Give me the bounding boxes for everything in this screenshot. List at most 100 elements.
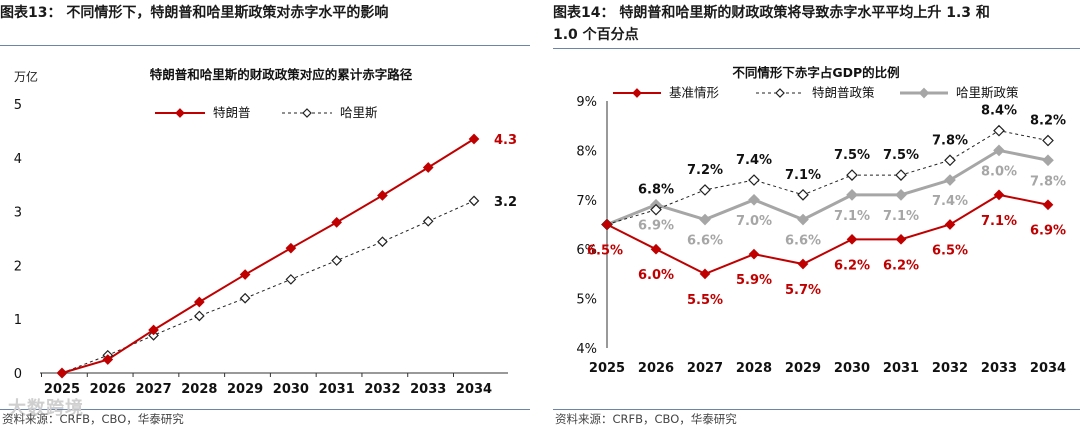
data-point-harris: [148, 329, 159, 341]
legend-trump-marker: [775, 88, 785, 98]
data-point-harris: [1042, 154, 1054, 167]
data-label-harris: 6.6%: [687, 234, 723, 249]
data-label-baseline: 6.2%: [834, 258, 870, 273]
data-point-trump: [56, 367, 68, 379]
y-tick-label: 5: [14, 98, 22, 113]
data-point-harris: [422, 215, 434, 227]
x-tick-label: 2028: [181, 382, 217, 397]
x-tick-label: 2031: [883, 361, 919, 376]
right-source-note: 资料来源：CRFB，CBO，华泰研究: [555, 412, 737, 426]
legend-harris-label: 哈里斯政策: [956, 85, 1019, 100]
y-tick-label: 1: [14, 313, 22, 328]
data-label-trump: 7.2%: [687, 163, 723, 178]
chart-title: 不同情形下赤字占GDP的比例: [732, 65, 899, 80]
data-point-trump: [102, 354, 114, 365]
data-point-harris: [846, 189, 858, 201]
data-label-trump: 7.5%: [834, 148, 870, 163]
data-label-trump: 7.4%: [736, 153, 772, 168]
data-point-trump: [239, 269, 251, 280]
data-point-trump: [895, 169, 907, 181]
y-tick-label: 5%: [576, 293, 597, 308]
x-tick-label: 2033: [981, 361, 1017, 376]
data-point-harris: [944, 174, 956, 186]
data-label-baseline: 6.9%: [1030, 224, 1066, 239]
legend-trump-label: 特朗普: [213, 105, 251, 120]
data-point-trump: [650, 203, 662, 216]
data-point-trump: [993, 124, 1005, 137]
data-point-baseline: [797, 258, 809, 270]
data-label-baseline: 6.5%: [932, 244, 968, 259]
data-point-harris: [895, 189, 907, 201]
data-point-baseline: [1042, 199, 1054, 211]
right-header-rule: [553, 48, 1080, 49]
right-figure-panel: 图表14： 特朗普和哈里斯的财政政策将导致赤字水平平均上升 1.3 和 1.0 …: [553, 0, 1080, 430]
y-tick-label: 9%: [576, 95, 597, 110]
y-tick-label: 0: [14, 367, 22, 382]
data-point-harris: [748, 193, 760, 206]
data-label-harris: 6.9%: [638, 219, 674, 234]
y-tick-label: 4%: [576, 342, 597, 357]
y-tick-label: 4: [14, 152, 22, 167]
y-tick-label: 7%: [576, 194, 597, 209]
x-tick-label: 2026: [638, 361, 674, 376]
x-tick-label: 2025: [589, 361, 625, 376]
x-tick-label: 2029: [785, 361, 821, 376]
data-point-baseline: [846, 233, 858, 245]
data-point-harris: [285, 274, 297, 285]
x-tick-label: 2034: [1030, 361, 1066, 376]
data-label-baseline: 5.5%: [687, 293, 723, 308]
data-point-baseline: [993, 189, 1005, 201]
data-label-trump: 7.1%: [785, 168, 821, 183]
x-tick-label: 2028: [736, 361, 772, 376]
y-tick-label: 8%: [576, 144, 597, 159]
data-point-baseline: [601, 219, 613, 230]
data-point-harris: [239, 292, 251, 304]
data-point-trump: [699, 184, 711, 196]
y-tick-label: 2: [14, 259, 22, 274]
data-point-harris: [797, 213, 809, 226]
data-point-trump: [331, 217, 343, 228]
legend-trump-label: 特朗普政策: [812, 85, 875, 100]
deficit-gdp-chart: 不同情形下赤字占GDP的比例 4% 5% 6% 7% 8% 9% 2025 2026 2027 20…: [576, 65, 1066, 376]
left-header-rule: [0, 45, 530, 46]
data-label-baseline: 6.2%: [883, 258, 919, 273]
legend-harris-marker: [302, 108, 312, 118]
data-point-trump: [285, 242, 297, 254]
data-point-trump: [1042, 134, 1054, 147]
data-label-trump: 8.4%: [981, 104, 1017, 119]
x-tick-label: 2030: [834, 361, 870, 376]
x-tick-label: 2034: [456, 382, 492, 397]
data-label-baseline: 6.5%: [587, 244, 623, 259]
data-point-harris: [193, 310, 205, 322]
data-label-trump: 8.2%: [1030, 114, 1066, 129]
data-label-baseline: 5.9%: [736, 273, 772, 288]
y-tick-label: 6%: [576, 243, 597, 258]
data-point-trump: [797, 189, 809, 201]
left-source-note: 资料来源：CRFB，CBO，华泰研究: [2, 412, 184, 426]
data-label-baseline: 5.7%: [785, 283, 821, 298]
right-header-line1: 图表14： 特朗普和哈里斯的财政政策将导致赤字水平平均上升 1.3 和: [553, 5, 990, 21]
data-label-harris: 7.1%: [883, 209, 919, 224]
data-label-trump: 6.8%: [638, 183, 674, 198]
data-point-baseline: [699, 268, 711, 280]
end-label-harris: 3.2: [494, 195, 517, 210]
x-tick-label: 2032: [364, 382, 400, 397]
cumulative-deficit-chart: 特朗普和哈里斯的财政政策对应的累计赤字路径 万亿 0 1 2 3 4 5 2025 2026 202…: [14, 67, 517, 397]
series-line-trump: [606, 130, 1049, 225]
y-tick-label: 3: [14, 206, 22, 221]
data-point-trump: [377, 190, 388, 201]
data-label-harris: 6.6%: [785, 234, 821, 249]
data-label-harris: 7.8%: [1030, 174, 1066, 189]
series-line-harris: [61, 200, 475, 374]
x-tick-label: 2031: [319, 382, 355, 397]
series-line-harris: [606, 148, 1049, 226]
series-line-trump: [61, 138, 475, 374]
left-figure-header: 图表13： 不同情形下，特朗普和哈里斯政策对赤字水平的影响: [0, 5, 389, 21]
x-tick-label: 2025: [44, 382, 80, 397]
data-point-harris: [468, 195, 480, 207]
x-tick-label: 2029: [227, 382, 263, 397]
legend-trump-marker: [175, 108, 185, 118]
data-point-trump: [846, 169, 858, 181]
x-tick-label: 2032: [932, 361, 968, 376]
data-point-trump: [193, 296, 205, 308]
